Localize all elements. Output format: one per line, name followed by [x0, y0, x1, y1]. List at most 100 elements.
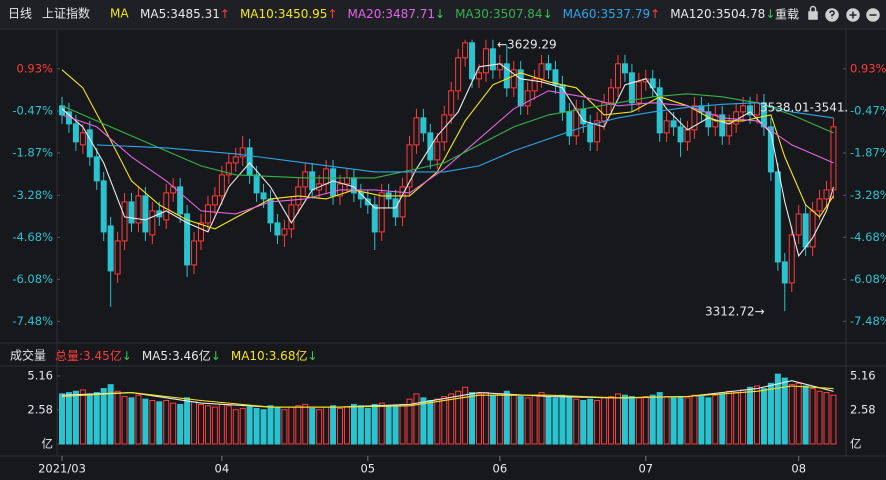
- volume-bar: [670, 397, 677, 445]
- legend-text: MA120:3504.78: [670, 7, 765, 21]
- candle-body: [128, 201, 135, 224]
- legend-item: MA5:3.46亿↓: [142, 348, 221, 363]
- x-tick-label: 06: [493, 462, 508, 476]
- toolbar-icons[interactable]: [808, 5, 880, 22]
- legend-arrow: ↓: [211, 349, 221, 363]
- volume-bar: [343, 406, 350, 445]
- legend-item: 总量:3.45亿↓: [55, 348, 132, 363]
- candle-body: [531, 78, 538, 92]
- candle-body: [72, 123, 79, 143]
- volume-bar: [316, 409, 323, 445]
- candle-body: [774, 171, 781, 263]
- legend-arrow: ↓: [765, 7, 775, 21]
- volume-bar: [295, 405, 302, 445]
- reload[interactable]: 重载: [775, 8, 799, 22]
- legend-text: MA30:3507.84: [455, 7, 543, 21]
- volume-bar: [239, 407, 246, 445]
- x-tick-label: 05: [360, 462, 375, 476]
- header-bar: [0, 0, 886, 28]
- volume-bar: [184, 397, 191, 445]
- legend-item: MA30:3507.84↓: [455, 7, 553, 21]
- volume-bar: [267, 405, 274, 445]
- volume-bar: [781, 377, 788, 445]
- candle-body: [677, 126, 684, 143]
- y-tick-label: 5.16: [27, 368, 53, 382]
- volume-bar: [635, 397, 642, 445]
- candle-body: [760, 102, 767, 128]
- volume-bar: [552, 397, 559, 445]
- candle-body: [413, 117, 420, 146]
- index-name[interactable]: 上证指数: [42, 6, 90, 21]
- volume-bar: [677, 396, 684, 445]
- volume-bar: [204, 405, 211, 445]
- volume-bar: [469, 392, 476, 445]
- ma-label[interactable]: MA: [110, 7, 129, 21]
- volume-bar: [684, 397, 691, 445]
- candle-body: [323, 168, 330, 185]
- volume-bar: [795, 382, 802, 445]
- volume-bar: [698, 396, 705, 445]
- range-annotation: 3538.01-3541.: [760, 101, 848, 115]
- legend-item: MA5:3485.31↑: [140, 7, 230, 21]
- volume-bar: [100, 388, 107, 445]
- candle-body: [615, 63, 621, 89]
- ma-line: [61, 90, 834, 215]
- volume-bar: [496, 393, 503, 445]
- candle-body: [302, 171, 309, 188]
- candle-body: [420, 117, 427, 134]
- volume-ma-line: [61, 380, 834, 408]
- y-tick-label: -7.48%: [12, 314, 53, 328]
- candle-body: [545, 63, 552, 71]
- volume-bar: [371, 403, 378, 445]
- legend-text: MA5:3485.31: [140, 7, 220, 21]
- volume-bar: [281, 409, 288, 445]
- candle-body: [733, 111, 740, 125]
- volume-bar: [59, 393, 65, 445]
- volume-bar: [802, 385, 809, 445]
- legend-text: 总量:3.45亿: [55, 348, 122, 363]
- volume-bar: [594, 399, 601, 445]
- volume-bar: [211, 406, 218, 445]
- volume-bar: [309, 407, 316, 445]
- high-annotation: ←3629.29: [497, 38, 557, 52]
- candle-body: [469, 42, 476, 80]
- candle-body: [198, 222, 204, 242]
- y-tick-label: 亿: [42, 437, 54, 451]
- candle-body: [524, 90, 531, 107]
- volume-bar: [733, 392, 740, 445]
- volume-bar: [288, 406, 295, 445]
- candle-body: [371, 204, 378, 233]
- x-tick-label: 07: [638, 462, 653, 476]
- candle-body: [378, 192, 385, 233]
- volume-bar: [656, 392, 663, 445]
- candle-body: [406, 144, 413, 188]
- candle-body: [740, 105, 747, 113]
- candle-body: [177, 186, 184, 215]
- volume-bar: [642, 396, 649, 445]
- candle-body: [691, 105, 698, 131]
- period[interactable]: 日线: [8, 7, 32, 21]
- candle-body: [663, 120, 670, 134]
- volume-bar: [156, 401, 163, 445]
- volume-bar: [809, 388, 816, 445]
- candle-body: [552, 69, 559, 86]
- volume-bar: [163, 399, 170, 445]
- candle-body: [274, 222, 281, 236]
- legend-item: MA10:3.68亿↓: [231, 348, 318, 363]
- volume-bar: [760, 388, 767, 445]
- candle-body: [635, 81, 642, 104]
- volume-bar: [177, 403, 184, 445]
- candle-body: [747, 105, 754, 116]
- candle-body: [684, 129, 691, 143]
- y2-tick-label: -7.48%: [850, 314, 886, 328]
- candle-body: [517, 69, 524, 107]
- candle-body: [538, 63, 545, 80]
- y2-tick-label: -6.08%: [850, 272, 886, 286]
- candle-body: [163, 192, 170, 221]
- volume-bar: [65, 392, 72, 445]
- volume-bar: [420, 397, 427, 445]
- y-tick-label: -1.87%: [12, 145, 53, 159]
- candle-body: [232, 156, 239, 164]
- legend-item: MA20:3487.71↓: [348, 7, 446, 21]
